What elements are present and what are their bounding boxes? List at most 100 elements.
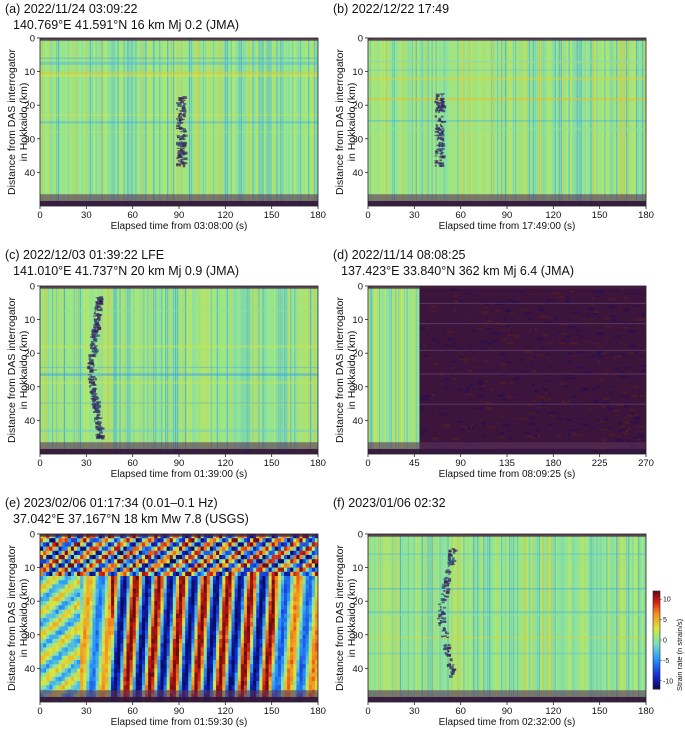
panel-a-y-tick: 40 — [24, 168, 35, 179]
colorbar-tick: -10 — [663, 678, 673, 685]
y-axis-label-line1: Distance from DAS interrogator — [334, 49, 346, 195]
panel-d-y-tick: 30 — [352, 382, 363, 393]
panel-c-y-tick: 0 — [30, 282, 35, 293]
colorbar-tick: 5 — [663, 617, 667, 624]
panel-c-y-tick: 30 — [24, 382, 35, 393]
panel-e-y-tick: 20 — [24, 597, 35, 608]
panel-e-plot: 0 30 60 90 120 150 180 0 10 20 30 40 — [24, 530, 326, 718]
panel-b-x-axis-label: Elapsed time from 17:49:00 (s) — [438, 221, 576, 232]
panel-e-y-tick: 30 — [24, 630, 35, 641]
panel-c-y-tick: 40 — [24, 416, 35, 427]
panel-e-y-tick: 10 — [24, 563, 35, 574]
panel-d-y-tick: 20 — [352, 349, 363, 360]
panel-b-y-tick: 40 — [352, 168, 363, 179]
panel-c-x-tick: 60 — [127, 458, 138, 469]
panel-f-x-tick: 60 — [455, 706, 466, 717]
panel-a-subtitle: 140.769°E 41.591°N 16 km Mj 0.2 (JMA) — [13, 18, 240, 32]
panel-b-x-tick: 150 — [592, 210, 608, 221]
panel-c-x-tick: 30 — [81, 458, 92, 469]
panel-b-x-tick: 90 — [502, 210, 513, 221]
panel-a-y-tick: 10 — [24, 67, 35, 78]
panel-f-x-axis-label: Elapsed time from 02:32:00 (s) — [438, 717, 576, 728]
panel-c-x-axis-label: Elapsed time from 01:39:00 (s) — [110, 469, 248, 480]
panel-b-x-tick: 120 — [545, 210, 561, 221]
panel-e-x-tick: 180 — [310, 706, 326, 717]
panel-f-y-tick: 10 — [352, 563, 363, 574]
colorbar-label: Strain rate (n strain/s) — [675, 618, 684, 691]
panel-d-x-tick: 180 — [545, 458, 561, 469]
panel-a-y-tick: 0 — [30, 34, 35, 45]
panel-a-x-tick: 30 — [81, 210, 92, 221]
panel-b-y-tick: 0 — [358, 34, 363, 45]
panel-e-x-axis-label: Elapsed time from 01:59:30 (s) — [110, 717, 248, 728]
panel-e-x-tick: 150 — [264, 706, 280, 717]
panel-c-subtitle: 141.010°E 41.737°N 20 km Mj 0.9 (JMA) — [13, 264, 240, 278]
panel-d-x-tick: 45 — [409, 458, 420, 469]
panel-a-x-tick: 0 — [37, 210, 42, 221]
panel-c-plot: 0 30 60 90 120 150 180 0 10 20 30 40 — [24, 282, 326, 470]
panel-b-y-tick: 10 — [352, 67, 363, 78]
colorbar-tick: 0 — [663, 638, 667, 645]
panel-f-x-tick: 150 — [592, 706, 608, 717]
panel-e-x-tick: 30 — [81, 706, 92, 717]
panel-b-title: (b) 2022/12/22 17:49 — [333, 2, 450, 16]
y-axis-label-line1: Distance from DAS interrogator — [334, 545, 346, 691]
panel-a-y-tick: 20 — [24, 101, 35, 112]
panel-e-x-tick: 90 — [174, 706, 185, 717]
panel-c-x-tick: 90 — [174, 458, 185, 469]
colorbar-tick: -5 — [663, 658, 669, 665]
panel-a-x-axis-label: Elapsed time from 03:08:00 (s) — [110, 221, 248, 232]
panel-b-y-tick: 20 — [352, 101, 363, 112]
panel-c-x-tick: 180 — [310, 458, 326, 469]
y-axis-label-line1: Distance from DAS interrogator — [6, 49, 18, 195]
panel-c-x-tick: 120 — [217, 458, 233, 469]
panel-a-x-tick: 90 — [174, 210, 185, 221]
panel-f-y-tick: 0 — [358, 530, 363, 541]
panel-f-y-tick: 30 — [352, 630, 363, 641]
panel-d-y-tick: 10 — [352, 315, 363, 326]
panel-f-x-tick: 180 — [638, 706, 654, 717]
panel-e-y-tick: 40 — [24, 664, 35, 675]
panel-a-x-tick: 180 — [310, 210, 326, 221]
panel-f-y-tick: 40 — [352, 664, 363, 675]
colorbar: 10 5 0 -5 -10 — [652, 590, 673, 690]
panel-d-title: (d) 2022/11/14 08:08:25 — [333, 248, 466, 262]
panel-a-y-tick: 30 — [24, 134, 35, 145]
panel-d-x-tick: 135 — [499, 458, 515, 469]
panel-e-y-tick: 0 — [30, 530, 35, 541]
panel-a-title: (a) 2022/11/24 03:09:22 — [5, 2, 138, 16]
panel-d-plot: 0 45 90 135 180 225 270 0 10 20 30 40 — [352, 282, 654, 470]
panel-b-x-tick: 180 — [638, 210, 654, 221]
panel-b-x-tick: 60 — [455, 210, 466, 221]
panel-f-x-tick: 30 — [409, 706, 420, 717]
y-axis-label-line1: Distance from DAS interrogator — [6, 545, 18, 691]
panel-c-y-tick: 10 — [24, 315, 35, 326]
panel-d-x-tick: 90 — [455, 458, 466, 469]
panel-e-x-tick: 120 — [217, 706, 233, 717]
panel-f-x-tick: 90 — [502, 706, 513, 717]
panel-d-y-tick: 0 — [358, 282, 363, 293]
y-axis-label-line1: Distance from DAS interrogator — [6, 297, 18, 443]
panel-f-x-tick: 0 — [365, 706, 370, 717]
panel-c-x-tick: 150 — [264, 458, 280, 469]
panel-a-plot: 0 30 60 90 120 150 180 0 10 20 30 40 — [24, 34, 326, 222]
panel-a-x-tick: 120 — [217, 210, 233, 221]
panel-b-x-tick: 0 — [365, 210, 370, 221]
panel-d-x-tick: 0 — [365, 458, 370, 469]
panel-d-x-tick: 270 — [638, 458, 654, 469]
panel-f-x-tick: 120 — [545, 706, 561, 717]
panel-a-x-tick: 150 — [264, 210, 280, 221]
panel-d-subtitle: 137.423°E 33.840°N 362 km Mj 6.4 (JMA) — [341, 264, 575, 278]
panel-f-plot: 0 30 60 90 120 150 180 0 10 20 30 40 — [352, 530, 654, 718]
panel-f-y-tick: 20 — [352, 597, 363, 608]
panel-d-x-axis-label: Elapsed time from 08:09:25 (s) — [438, 469, 576, 480]
panel-b-y-tick: 30 — [352, 134, 363, 145]
panel-c-y-tick: 20 — [24, 349, 35, 360]
panel-b-x-tick: 30 — [409, 210, 420, 221]
panel-d-y-tick: 40 — [352, 416, 363, 427]
panel-c-title: (c) 2022/12/03 01:39:22 LFE — [5, 248, 165, 262]
panel-c-x-tick: 0 — [37, 458, 42, 469]
panel-e-subtitle: 37.042°E 37.167°N 18 km Mw 7.8 (USGS) — [13, 512, 249, 526]
panel-e-title: (e) 2023/02/06 01:17:34 (0.01–0.1 Hz) — [5, 496, 218, 510]
